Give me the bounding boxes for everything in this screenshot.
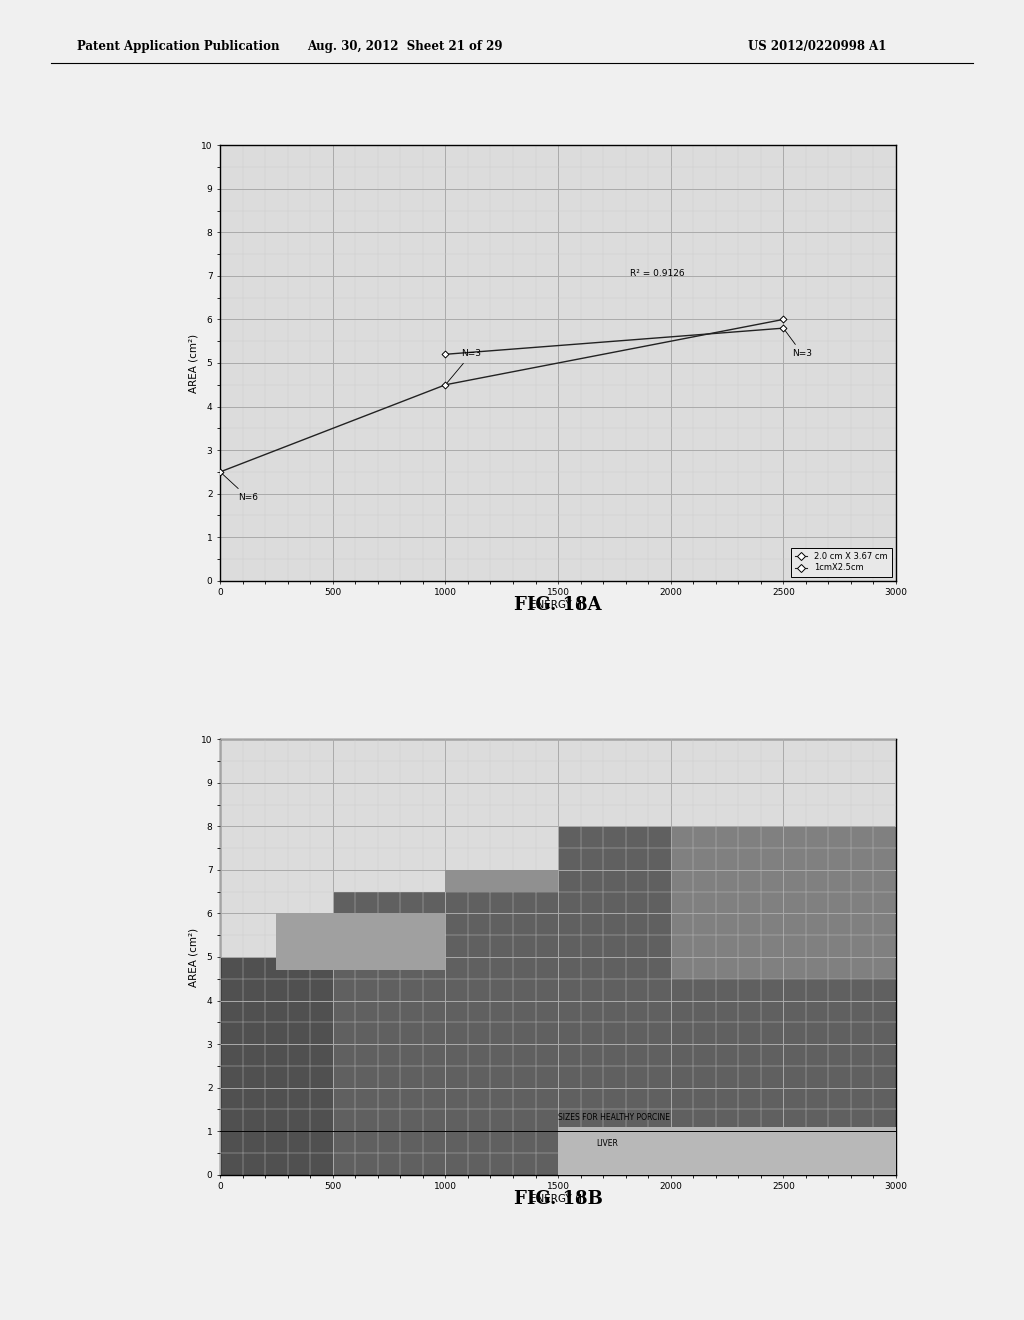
Text: N=3: N=3 [785,330,812,359]
X-axis label: ENERGY (J): ENERGY (J) [530,601,586,610]
2.0 cm X 3.67 cm [214,463,226,479]
Y-axis label: AREA (cm²): AREA (cm²) [188,928,199,986]
Text: Aug. 30, 2012  Sheet 21 of 29: Aug. 30, 2012 Sheet 21 of 29 [307,40,502,53]
Bar [220,957,896,1175]
2.0 cm X 3.67 cm [439,376,452,392]
Bar [671,826,896,979]
Text: SIZES FOR HEALTHY PORCINE: SIZES FOR HEALTHY PORCINE [558,1113,670,1122]
Text: LIVER: LIVER [596,1139,618,1148]
1cmX2.5cm [777,321,790,337]
Text: Patent Application Publication: Patent Application Publication [77,40,280,53]
Bar [220,957,333,1175]
Bar [558,1127,896,1175]
Text: R² = 0.9126: R² = 0.9126 [630,269,685,279]
Y-axis label: AREA (cm²): AREA (cm²) [188,334,199,392]
Line: 1cmX2.5cm: 1cmX2.5cm [443,326,785,356]
X-axis label: ENERGY (J): ENERGY (J) [530,1195,586,1204]
1cmX2.5cm [439,346,452,362]
Text: N=3: N=3 [447,350,481,383]
Text: N=6: N=6 [222,474,258,502]
2.0 cm X 3.67 cm [777,312,790,327]
Bar [333,892,445,1175]
Line: 2.0 cm X 3.67 cm: 2.0 cm X 3.67 cm [218,317,785,474]
Bar [445,870,558,1175]
Legend: 2.0 cm X 3.67 cm, 1cmX2.5cm: 2.0 cm X 3.67 cm, 1cmX2.5cm [791,548,892,577]
Bar [276,913,445,970]
Text: US 2012/0220998 A1: US 2012/0220998 A1 [748,40,886,53]
Text: FIG. 18B: FIG. 18B [514,1189,602,1208]
Text: FIG. 18A: FIG. 18A [514,595,602,614]
Bar [558,826,671,1175]
Bar [445,870,558,892]
